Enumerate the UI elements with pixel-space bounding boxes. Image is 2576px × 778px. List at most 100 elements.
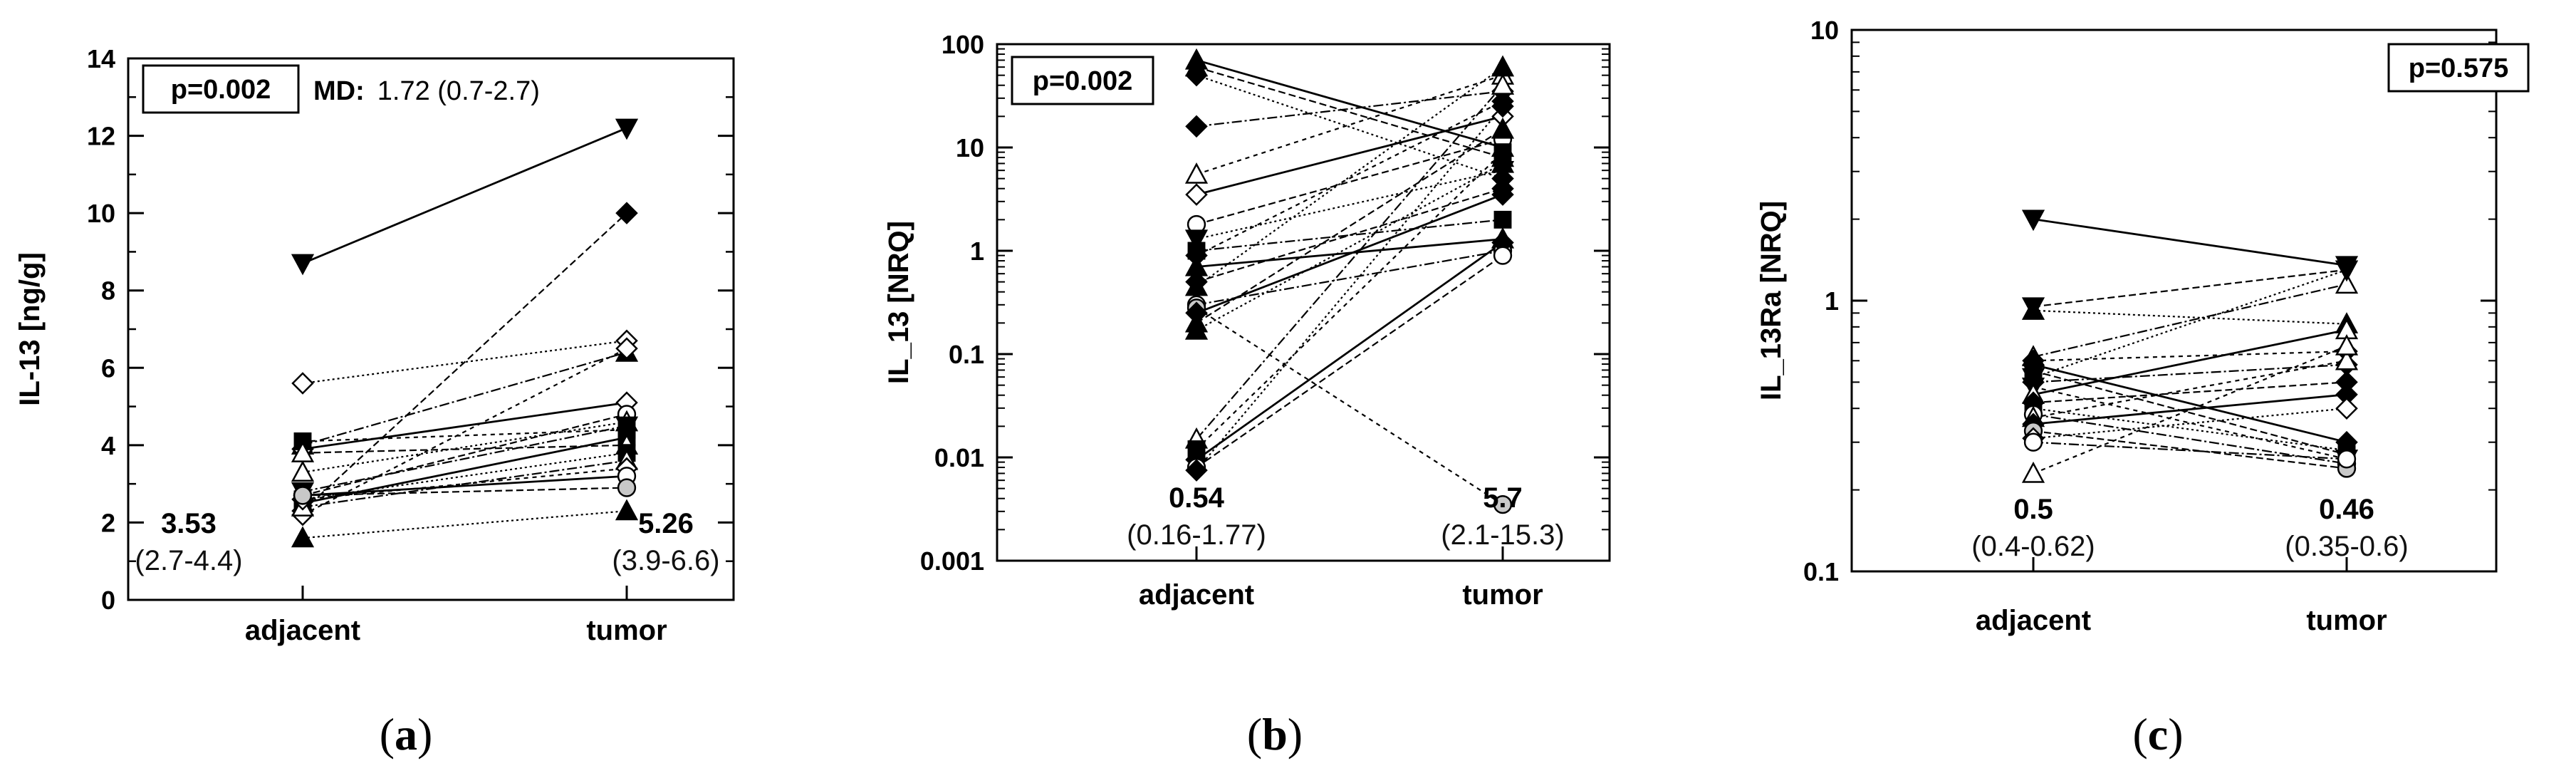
y-tick-label: 10 [87, 199, 115, 228]
median-value: 0.54 [1169, 482, 1225, 514]
y-tick-label: 14 [87, 44, 115, 73]
pair-line [302, 348, 627, 516]
caption-open: ( [1247, 709, 1262, 759]
x-category-label: tumor [2306, 605, 2387, 636]
pair-line [2033, 370, 2347, 456]
p-value: p=0.575 [2409, 53, 2509, 83]
pair-line [1196, 170, 1503, 240]
pair-line [1196, 249, 1503, 306]
panel-b: 0.001 0.01 0.1 1 10 100 adjacent tumor IL_13 [NR… [855, 0, 1731, 778]
point-tumor [615, 337, 638, 360]
pair-line [1196, 74, 1503, 175]
y-tick-label: 8 [101, 276, 115, 306]
pair-markers [2021, 209, 2359, 483]
y-tick-label: 0.1 [949, 340, 984, 369]
pair-line [302, 401, 627, 450]
pair-line [1196, 162, 1503, 331]
point-adjacent [291, 460, 315, 482]
median-value: 5.26 [638, 508, 694, 539]
point-tumor [2335, 397, 2358, 420]
point-adjacent [1184, 162, 1209, 184]
panel-caption: (b) [1247, 709, 1303, 759]
pair-line [2033, 269, 2347, 308]
pair-line [1196, 219, 1503, 252]
pair-line [1196, 115, 1503, 196]
y-tick-label: 2 [101, 508, 115, 537]
point-adjacent [291, 372, 314, 395]
y-tick-label: 1 [1825, 286, 1839, 316]
y-tick-label: 1 [970, 237, 984, 266]
point-tumor [615, 202, 638, 224]
point-tumor [615, 499, 639, 521]
pair-line [1196, 151, 1503, 450]
pair-line [1196, 242, 1503, 461]
point-adjacent [291, 526, 315, 548]
point-adjacent [2021, 209, 2045, 232]
pair-markers [1184, 48, 1515, 514]
pair-line [302, 487, 627, 497]
y-tick-label: 100 [942, 30, 984, 59]
pair-line [2033, 441, 2347, 460]
median-value: 0.46 [2319, 494, 2374, 525]
point-tumor [1491, 183, 1514, 206]
md-value: 1.72 (0.7-2.7) [377, 76, 540, 106]
y-axis-title: IL-13 [ng/g] [14, 252, 46, 406]
y-tick-label: 0.1 [1803, 557, 1839, 586]
pair-line [1196, 193, 1503, 314]
pair-line [1196, 66, 1503, 159]
pair-line [302, 474, 627, 497]
point-tumor [2337, 450, 2357, 469]
x-category-label: tumor [1462, 579, 1543, 611]
p-value-box [142, 64, 300, 114]
median-range: (0.35-0.6) [2285, 531, 2408, 562]
median-range: (0.16-1.77) [1127, 519, 1266, 551]
pair-line [2033, 386, 2347, 460]
panel-caption: (c) [2132, 709, 2183, 759]
x-category-label: adjacent [245, 615, 360, 646]
caption-open: ( [380, 709, 395, 759]
point-tumor [1493, 210, 1512, 229]
pair-line [2033, 413, 2347, 465]
median-range: (0.4-0.62) [1971, 531, 2095, 562]
pair-line [302, 351, 627, 446]
pair-line [1196, 84, 1503, 440]
pair-line [1196, 105, 1503, 471]
pair-line [302, 212, 627, 512]
pair-line [1196, 74, 1503, 180]
chart-c: 0.1 1 10 adjacent tumor IL_13Ra [NRQ] 0.5 (0.4-… [1756, 16, 2530, 759]
pair-line [302, 429, 627, 442]
y-axis-title: IL_13 [NRQ] [883, 221, 914, 384]
p-value: p=0.002 [171, 75, 271, 105]
x-category-label: tumor [586, 615, 667, 646]
point-adjacent [291, 254, 315, 276]
point-tumor [1493, 494, 1513, 514]
point-tumor [617, 478, 637, 497]
caption-letter: a [395, 709, 417, 759]
median-value: 3.53 [161, 508, 217, 539]
y-tick-label: 6 [101, 353, 115, 383]
y-tick-label: 0.01 [934, 443, 984, 472]
p-value-box [1011, 56, 1154, 105]
point-adjacent [1184, 274, 1209, 296]
caption-open: ( [2132, 709, 2147, 759]
panel-caption: (a) [380, 709, 433, 759]
pair-line [2033, 430, 2347, 470]
chart-a: 0 2 4 6 8 10 12 14 adjacent tumor IL-13 [ng/g] 3.53… [14, 44, 735, 759]
y-tick-label: 10 [956, 133, 984, 162]
point-adjacent [2023, 432, 2043, 452]
pair-line [2033, 393, 2347, 425]
point-tumor [2335, 272, 2359, 294]
point-tumor [615, 118, 639, 140]
median-range: (2.7-4.4) [135, 545, 242, 576]
median-range: (2.1-15.3) [1441, 519, 1564, 551]
pair-line [2033, 363, 2347, 383]
pair-line [1196, 128, 1503, 324]
y-tick-label: 10 [1810, 16, 1839, 45]
point-adjacent [1185, 63, 1208, 87]
pair-line [2033, 360, 2347, 419]
md-label: MD: [313, 76, 365, 106]
y-tick-label: 0 [101, 586, 115, 615]
point-adjacent [1185, 459, 1208, 482]
point-adjacent [1185, 115, 1208, 138]
point-adjacent [291, 441, 315, 462]
